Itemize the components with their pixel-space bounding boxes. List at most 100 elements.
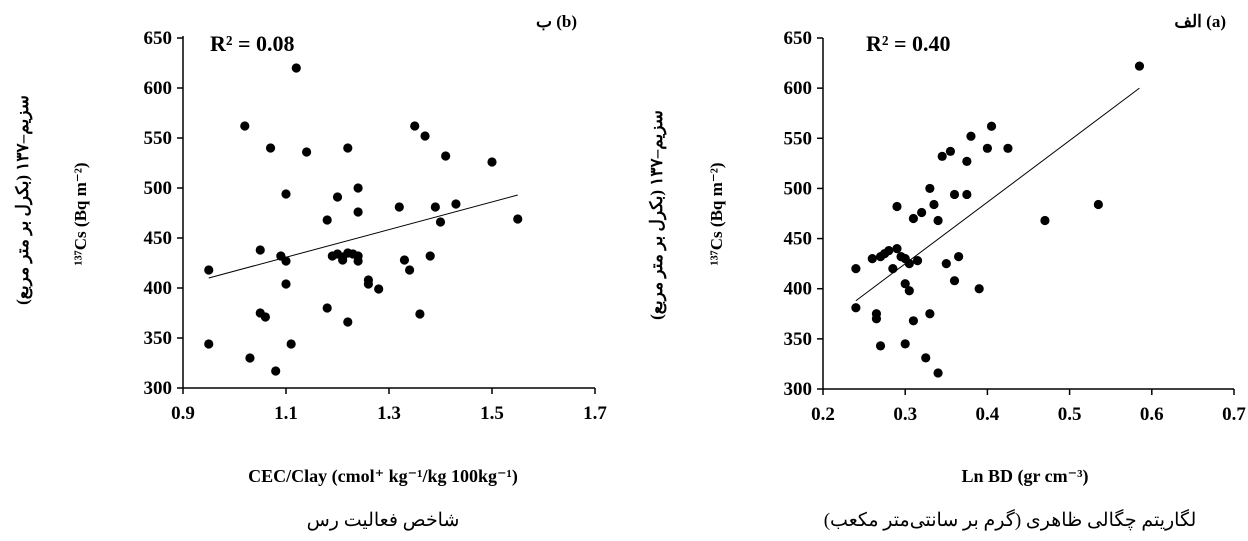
data-point <box>962 189 972 200</box>
data-point <box>986 121 997 131</box>
data-point <box>399 255 410 265</box>
data-point <box>302 147 312 157</box>
data-point <box>245 353 255 363</box>
y-tick-label: 350 <box>144 328 173 349</box>
x-tick-label: 0.5 <box>1058 404 1082 425</box>
y-tick-label: 650 <box>144 28 173 49</box>
y-axis-label-persian: سزیم–۱۳۷ (بکرل بر متر مربع) <box>647 110 667 320</box>
panel-label: ب (b) <box>536 12 577 31</box>
trendline <box>855 87 1140 302</box>
data-point <box>929 199 939 210</box>
data-point <box>240 121 250 131</box>
data-point <box>415 309 425 319</box>
data-point <box>405 265 415 275</box>
data-point <box>851 264 861 274</box>
y-tick-label: 650 <box>784 28 813 49</box>
data-point <box>974 284 984 294</box>
r-squared-label: R² = 0.08 <box>210 31 295 56</box>
data-point <box>353 183 363 193</box>
y-tick-label: 300 <box>144 378 173 399</box>
data-point <box>204 265 214 275</box>
data-point <box>487 157 497 167</box>
y-tick-label: 500 <box>784 178 813 199</box>
data-point <box>937 151 947 161</box>
data-point <box>900 279 910 289</box>
y-tick-label: 550 <box>144 128 173 149</box>
x-axis-label-persian: لگاریتم چگالی ظاهری (گرم بر سانتی‌متر مک… <box>824 508 1197 531</box>
data-point <box>933 215 943 226</box>
data-point <box>945 146 956 156</box>
data-point <box>933 368 943 378</box>
x-axis-label: CEC/Clay (cmol⁺ kg⁻¹/kg 100kg⁻¹) <box>248 466 518 487</box>
data-point <box>954 252 964 262</box>
data-point <box>363 279 373 289</box>
y-tick-label: 500 <box>144 178 173 199</box>
data-point <box>322 215 332 225</box>
data-point <box>875 341 886 351</box>
data-point <box>441 151 451 161</box>
data-point <box>904 259 914 269</box>
data-point <box>374 284 384 294</box>
data-point <box>941 259 951 269</box>
data-point <box>851 303 861 313</box>
y-tick-label: 550 <box>784 128 813 149</box>
data-point <box>1040 215 1050 226</box>
data-point <box>884 246 894 256</box>
data-point <box>867 254 877 264</box>
y-tick-label: 450 <box>144 228 173 249</box>
x-tick-label: 0.2 <box>811 404 835 425</box>
y-axis-label: ¹³⁷Cs (Bq m⁻²) <box>707 162 726 265</box>
data-point <box>204 339 214 349</box>
data-point <box>1003 143 1013 153</box>
data-point <box>982 143 993 153</box>
chart-panel-b: 300 350 400 450 500 550 600 650 0.9 1.1 1.3 1.5 1.7… <box>13 12 607 531</box>
data-point <box>343 317 353 327</box>
y-tick-label: 400 <box>144 278 173 299</box>
data-point <box>281 279 291 289</box>
panel-label: الف (a) <box>1174 12 1226 31</box>
data-point <box>353 256 363 266</box>
data-point <box>908 213 919 224</box>
x-tick-label: 0.6 <box>1140 404 1164 425</box>
data-point <box>430 202 440 212</box>
data-point <box>271 366 281 376</box>
x-axis-label: Ln BD (gr cm⁻³) <box>961 466 1088 487</box>
data-point <box>904 286 914 296</box>
data-point <box>912 256 923 266</box>
data-point <box>260 312 270 322</box>
x-tick-label: 0.3 <box>893 404 917 425</box>
data-point <box>900 339 910 349</box>
data-point <box>338 255 348 265</box>
chart-panel-a: 300 350 400 450 500 550 600 650 0.2 0.3 0.4 0.5 0.6… <box>647 12 1246 531</box>
data-point <box>286 339 296 349</box>
data-point <box>949 189 960 200</box>
trendline <box>208 194 518 279</box>
data-point <box>921 353 931 363</box>
y-axis-label-persian: سزیم–۱۳۷ (بکرل بر متر مربع) <box>13 95 33 305</box>
data-point <box>892 244 902 254</box>
data-point <box>281 256 291 266</box>
x-axis-label-persian: شاخص فعالیت رس <box>307 510 460 531</box>
x-tick-label: 0.9 <box>171 403 195 424</box>
y-tick-label: 350 <box>784 329 813 350</box>
data-point <box>322 303 332 313</box>
data-point <box>420 131 430 141</box>
data-point <box>435 217 446 227</box>
data-point <box>353 207 363 217</box>
data-point <box>265 143 276 153</box>
data-point <box>513 214 523 224</box>
data-point <box>1093 199 1103 210</box>
y-tick-label: 600 <box>784 78 813 99</box>
data-point <box>925 309 935 319</box>
y-tick-label: 450 <box>784 229 813 250</box>
data-point <box>255 245 265 255</box>
data-point <box>451 199 461 209</box>
data-point <box>1134 61 1145 71</box>
y-tick-label: 400 <box>784 279 813 300</box>
data-point <box>291 63 301 73</box>
y-tick-label: 600 <box>144 78 173 99</box>
x-tick-label: 1.7 <box>583 403 607 424</box>
data-point <box>917 207 927 218</box>
x-tick-label: 0.4 <box>976 404 1000 425</box>
